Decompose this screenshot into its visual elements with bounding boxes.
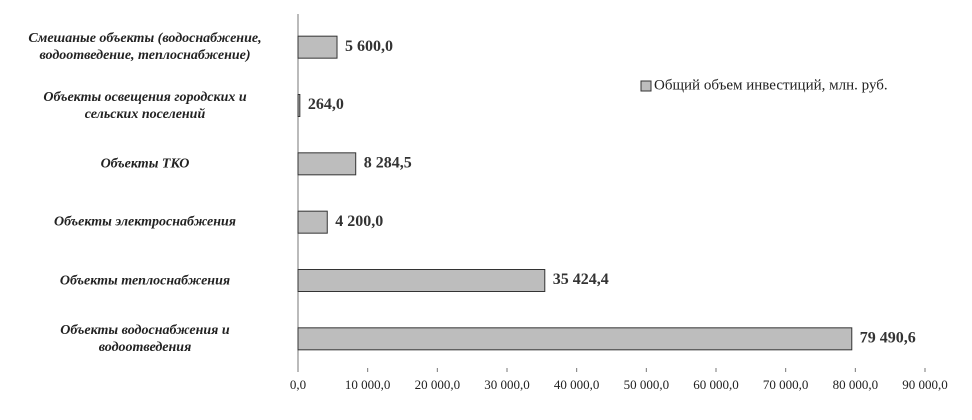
y-tick-label: Объекты ТКО: [100, 156, 190, 172]
x-tick-label: 20 000,0: [415, 377, 461, 392]
x-tick-label: 70 000,0: [763, 377, 809, 392]
bar: [297, 35, 338, 59]
y-tick-label: Объекты теплоснабжения: [59, 273, 231, 288]
value-label: 8 284,5: [364, 155, 412, 172]
y-tick-label: Объекты электроснабжения: [54, 214, 236, 230]
x-tick-label: 10 000,0: [345, 377, 391, 392]
x-tick-label: 80 000,0: [833, 377, 879, 392]
legend-swatch: [640, 80, 652, 92]
value-label: 35 424,4: [553, 271, 609, 288]
x-tick-label: 40 000,0: [554, 377, 600, 392]
y-tick-label: Объекты освещения городских и сельских п…: [43, 89, 247, 122]
y-tick-label: Смешаные объекты (водоснабжение, водоотв…: [28, 31, 262, 64]
legend-label: Общий объем инвестиций, млн. руб.: [654, 77, 888, 93]
x-tick-label: 60 000,0: [693, 377, 739, 392]
bar: [297, 152, 357, 176]
bar: [297, 94, 301, 117]
value-label: 4 200,0: [335, 213, 383, 230]
x-tick-label: 50 000,0: [624, 377, 670, 392]
bar: [297, 269, 546, 292]
x-tick-label: 30 000,0: [484, 377, 530, 392]
value-label: 79 490,6: [860, 330, 916, 347]
value-label: 5 600,0: [345, 38, 393, 55]
y-tick-label: Объекты водоснабжения и водоотведения: [60, 322, 230, 355]
value-label: 264,0: [308, 96, 344, 113]
bar: [297, 327, 853, 351]
x-tick-label: 90 000,0: [902, 377, 948, 392]
bar: [297, 210, 328, 234]
x-tick-label: 0,0: [290, 377, 306, 392]
